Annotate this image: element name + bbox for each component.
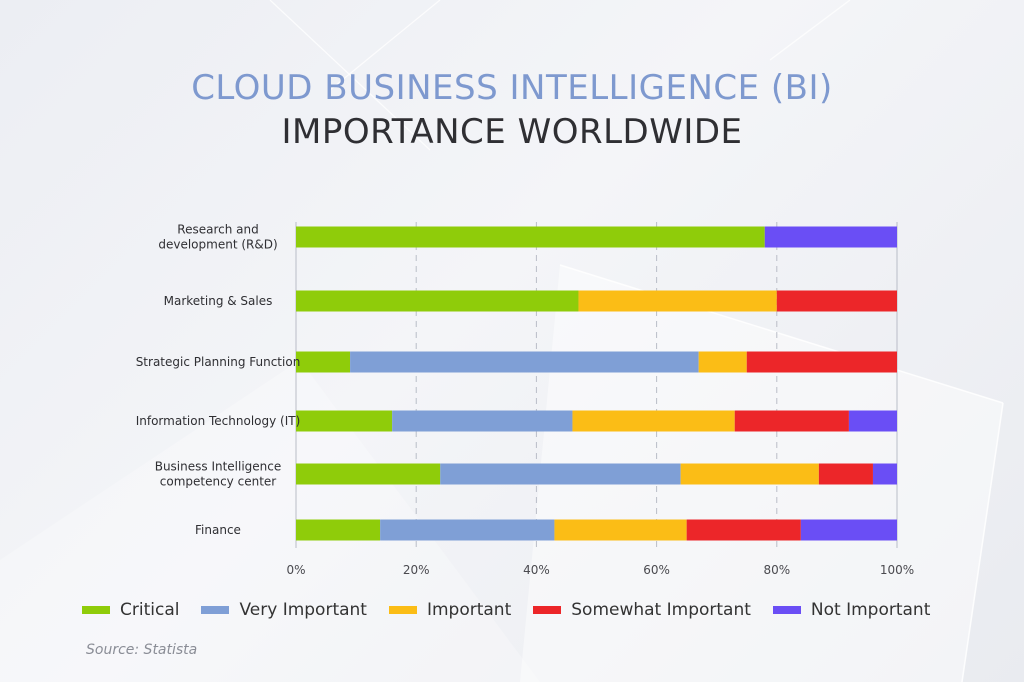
chart-title-line1: CLOUD BUSINESS INTELLIGENCE (BI): [191, 68, 833, 108]
bar-segment: [296, 463, 441, 485]
legend-item-somewhat-important: Somewhat Important: [533, 600, 751, 620]
legend: Critical Very Important Important Somewh…: [82, 600, 982, 620]
bar-segment: [578, 290, 777, 312]
category-label: Strategic Planning Function: [136, 355, 301, 369]
category-labels: Research and development (R&D) Marketing &…: [136, 223, 301, 538]
x-tick-label: 60%: [643, 563, 670, 577]
x-tick-label: 20%: [403, 563, 430, 577]
category-label: Business Intelligence competency center: [155, 460, 282, 489]
x-tick-label: 40%: [523, 563, 550, 577]
bar-segment: [440, 463, 681, 485]
bar-segment: [776, 290, 897, 312]
legend-swatch-critical: [82, 606, 110, 614]
bar-segment: [554, 519, 687, 541]
legend-item-important: Important: [388, 600, 512, 620]
bar-segment: [746, 351, 897, 373]
bar-segment: [734, 410, 849, 432]
legend-swatch-very-important: [201, 606, 230, 614]
bar-segment: [350, 351, 699, 373]
category-label: Finance: [195, 523, 241, 537]
legend-swatch-not-important: [772, 606, 801, 614]
x-axis-ticks: 0% 20% 40% 60% 80% 100%: [286, 563, 914, 577]
legend-item-very-important: Very Important: [201, 600, 367, 620]
legend-label-critical: Critical: [120, 600, 180, 620]
chart-title-line2: IMPORTANCE WORLDWIDE: [281, 112, 743, 152]
bar-segment: [296, 290, 579, 312]
bar-segment: [296, 519, 381, 541]
bar-segment: [848, 410, 897, 432]
bar-segment: [392, 410, 573, 432]
legend-label-not-important: Not Important: [810, 600, 931, 620]
bar-segment: [680, 463, 819, 485]
legend-swatch-somewhat-important: [533, 606, 562, 614]
category-label: Research and development (R&D): [158, 223, 277, 252]
bar-segment: [380, 519, 555, 541]
legend-label-very-important: Very Important: [239, 600, 367, 620]
bars: [296, 226, 897, 541]
legend-item-critical: Critical: [82, 600, 179, 620]
bar-segment: [818, 463, 873, 485]
legend-swatch-important: [388, 606, 417, 614]
x-tick-label: 100%: [880, 563, 914, 577]
x-tick-label: 0%: [286, 563, 305, 577]
source-note: Source: Statista: [86, 642, 198, 658]
bar-segment: [572, 410, 735, 432]
legend-label-somewhat-important: Somewhat Important: [571, 600, 751, 620]
bar-segment: [764, 226, 897, 248]
legend-item-not-important: Not Important: [772, 600, 931, 620]
stacked-bar-chart: Research and development (R&D) Marketing &…: [136, 222, 914, 577]
bar-segment: [800, 519, 897, 541]
category-label: Information Technology (IT): [136, 414, 301, 428]
category-label: Marketing & Sales: [164, 294, 273, 308]
bar-segment: [686, 519, 801, 541]
bar-segment: [296, 226, 765, 248]
legend-label-important: Important: [426, 600, 512, 620]
x-tick-label: 80%: [763, 563, 790, 577]
bar-segment: [296, 351, 351, 373]
gridlines: [295, 222, 898, 548]
bar-segment: [698, 351, 747, 373]
bar-segment: [872, 463, 897, 485]
bar-segment: [296, 410, 393, 432]
